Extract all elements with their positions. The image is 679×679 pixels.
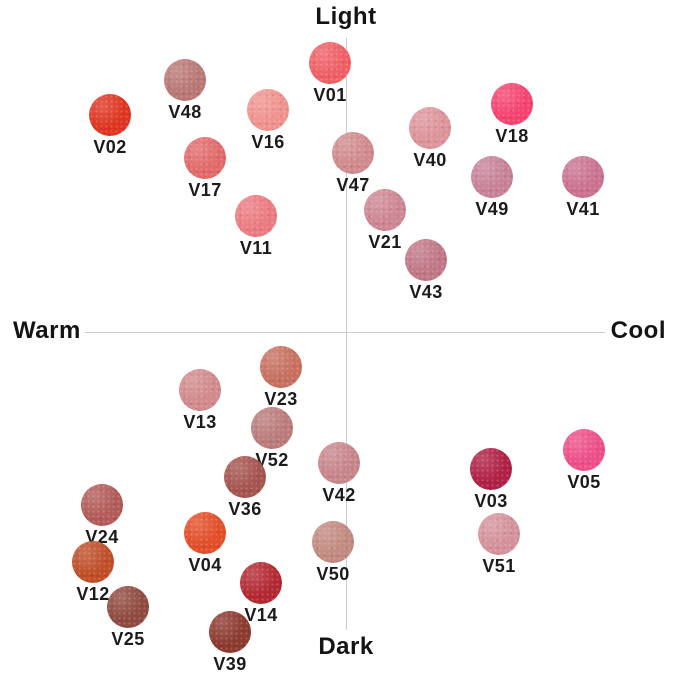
swatch-v49: V49 (471, 156, 513, 220)
axis-label-light: Light (315, 3, 377, 30)
swatch-v13: V13 (179, 369, 221, 433)
swatch-v25: V25 (107, 586, 149, 650)
shade-dot-v48 (164, 59, 206, 101)
shade-dot-v05 (563, 429, 605, 471)
shade-label-v01: V01 (313, 85, 347, 105)
shade-dot-v25 (107, 586, 149, 628)
shade-dot-v43 (405, 239, 447, 281)
swatch-v42: V42 (318, 442, 360, 506)
swatch-v04: V04 (184, 512, 226, 576)
shade-dot-v51 (478, 513, 520, 555)
shade-label-v41: V41 (566, 199, 600, 219)
shade-label-v05: V05 (567, 472, 601, 492)
shade-label-v16: V16 (251, 132, 285, 152)
swatch-v40: V40 (409, 107, 451, 171)
shade-label-v50: V50 (316, 564, 350, 584)
shade-dot-v47 (332, 132, 374, 174)
swatch-v41: V41 (562, 156, 604, 220)
shade-dot-v16 (247, 89, 289, 131)
swatch-v36: V36 (224, 456, 266, 520)
swatch-v48: V48 (164, 59, 206, 123)
shade-label-v12: V12 (76, 584, 110, 604)
shade-dot-v21 (364, 189, 406, 231)
shade-label-v52: V52 (255, 450, 289, 470)
swatch-v52: V52 (251, 407, 293, 471)
shade-dot-v18 (491, 83, 533, 125)
swatch-v03: V03 (470, 448, 512, 512)
swatch-v05: V05 (563, 429, 605, 493)
shade-dot-v41 (562, 156, 604, 198)
shade-label-v13: V13 (183, 412, 217, 432)
shade-dot-v03 (470, 448, 512, 490)
shade-dot-v23 (260, 346, 302, 388)
shade-dot-v04 (184, 512, 226, 554)
shade-label-v11: V11 (239, 238, 273, 258)
shade-dot-v40 (409, 107, 451, 149)
swatch-v16: V16 (247, 89, 289, 153)
shade-dot-v42 (318, 442, 360, 484)
shade-label-v36: V36 (228, 499, 262, 519)
shade-label-v48: V48 (168, 102, 202, 122)
swatch-v43: V43 (405, 239, 447, 303)
shade-dot-v50 (312, 521, 354, 563)
swatch-v47: V47 (332, 132, 374, 196)
swatch-v51: V51 (478, 513, 520, 577)
swatch-v39: V39 (209, 611, 251, 675)
swatch-v11: V11 (235, 195, 277, 259)
shade-label-v51: V51 (482, 556, 516, 576)
shade-dot-v14 (240, 562, 282, 604)
shade-label-v18: V18 (495, 126, 529, 146)
shade-label-v02: V02 (93, 137, 127, 157)
shade-dot-v52 (251, 407, 293, 449)
swatch-v24: V24 (81, 484, 123, 548)
shade-dot-v36 (224, 456, 266, 498)
shade-label-v42: V42 (322, 485, 356, 505)
shade-dot-v12 (72, 541, 114, 583)
shade-label-v43: V43 (409, 282, 443, 302)
shade-dot-v01 (309, 42, 351, 84)
swatch-v23: V23 (260, 346, 302, 410)
shade-label-v49: V49 (475, 199, 509, 219)
swatch-v18: V18 (491, 83, 533, 147)
axis-label-warm: Warm (13, 317, 81, 344)
shade-label-v25: V25 (111, 629, 145, 649)
shade-dot-v17 (184, 137, 226, 179)
shade-label-v14: V14 (244, 605, 278, 625)
swatch-v02: V02 (89, 94, 131, 158)
axis-label-dark: Dark (318, 633, 374, 660)
shade-dot-v39 (209, 611, 251, 653)
swatch-v21: V21 (364, 189, 406, 253)
axis-label-cool: Cool (610, 317, 666, 344)
shade-label-v21: V21 (368, 232, 402, 252)
shade-label-v03: V03 (474, 491, 508, 511)
shade-label-v47: V47 (336, 175, 370, 195)
swatch-v14: V14 (240, 562, 282, 626)
swatch-v17: V17 (184, 137, 226, 201)
shade-dot-v11 (235, 195, 277, 237)
shade-dot-v02 (89, 94, 131, 136)
shade-label-v40: V40 (413, 150, 447, 170)
swatch-v50: V50 (312, 521, 354, 585)
swatch-v12: V12 (72, 541, 114, 605)
shade-label-v23: V23 (264, 389, 298, 409)
shade-dot-v49 (471, 156, 513, 198)
shade-dot-v24 (81, 484, 123, 526)
shade-label-v17: V17 (188, 180, 222, 200)
shade-dot-v13 (179, 369, 221, 411)
swatch-v01: V01 (309, 42, 351, 106)
warm-cool-axis-line (85, 332, 605, 333)
light-dark-axis-line (346, 38, 347, 630)
shade-label-v39: V39 (213, 654, 247, 674)
shade-label-v04: V04 (188, 555, 222, 575)
